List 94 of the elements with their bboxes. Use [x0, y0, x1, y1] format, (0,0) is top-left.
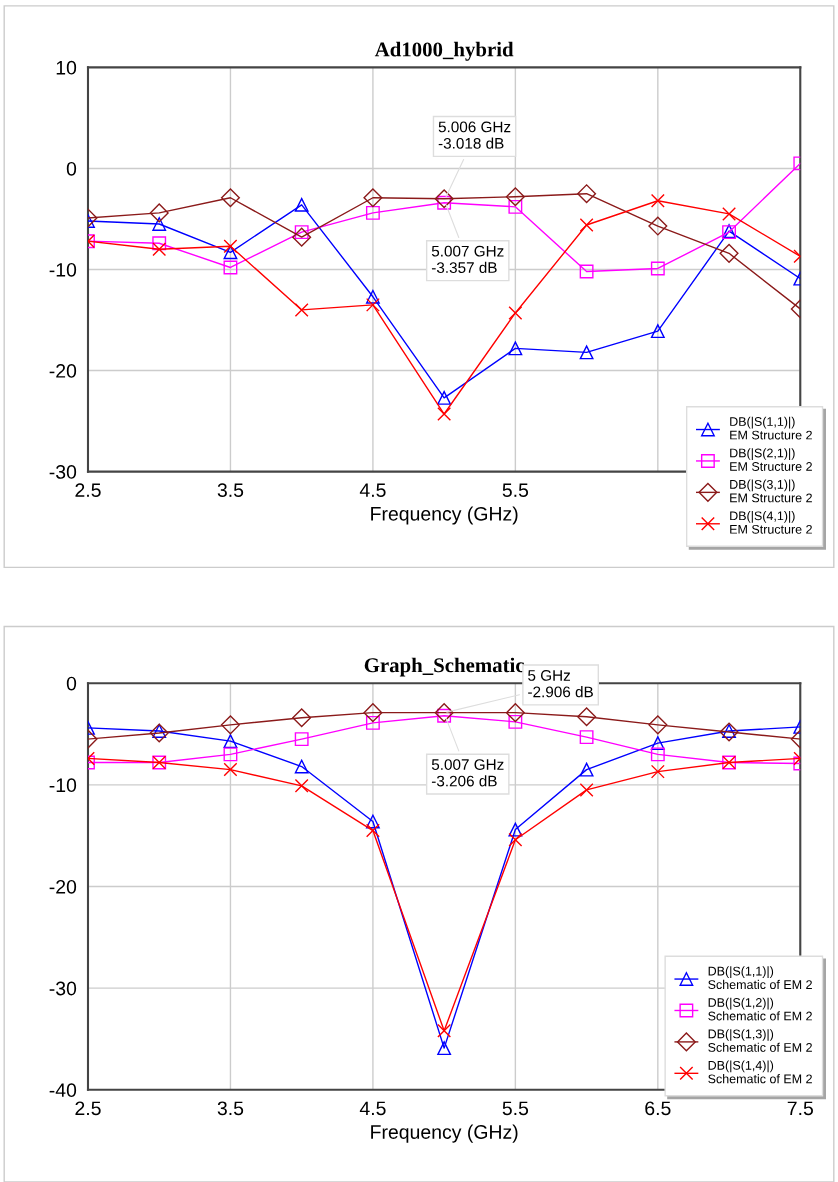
x-tick-label: 4.5 [359, 1101, 386, 1116]
point [579, 730, 594, 745]
x-tick-label: 7.5 [787, 1101, 813, 1116]
legend-label: DB(|S(2,1)|) EM Structure 2 [730, 448, 812, 471]
legend-label: DB(|S(4,1)|) EM Structure 2 [730, 511, 812, 534]
point [508, 714, 523, 729]
point [223, 245, 238, 260]
legend-label: DB(|S(3,1)|) EM Structure 2 [730, 479, 812, 503]
point [152, 217, 167, 231]
point [365, 823, 380, 838]
x-tick-label: 5.5 [502, 1101, 529, 1116]
y-tick-label: -20 [49, 879, 77, 894]
legend-label: DB(|S(1,1)|) EM Structure 2 [730, 416, 812, 440]
x-tick-label: 4.5 [359, 483, 386, 498]
point [223, 762, 238, 777]
point [292, 227, 312, 247]
x-tick-label: 3.5 [217, 1101, 244, 1116]
point [292, 708, 312, 728]
point [223, 747, 238, 762]
point [577, 707, 597, 727]
point [648, 715, 668, 735]
annotation: 5.006 GHz -3.018 dB [438, 121, 511, 149]
point [722, 206, 737, 221]
point [294, 778, 309, 793]
point [719, 243, 739, 263]
chart-title: Ad1000_hybrid [374, 41, 514, 61]
point [650, 261, 665, 276]
legend-label: DB(|S(1,3)|) Schematic of EM 2 [708, 1029, 812, 1052]
point [508, 832, 523, 847]
point [365, 715, 380, 730]
point [650, 764, 665, 779]
point [437, 407, 452, 421]
x-axis-title: Frequency (GHz) [371, 506, 518, 525]
point [505, 703, 525, 723]
point [650, 736, 665, 751]
point [505, 187, 525, 207]
point [294, 197, 309, 212]
point [508, 306, 523, 320]
point [223, 260, 238, 275]
point [434, 703, 454, 723]
y-tick-label: -40 [49, 1083, 77, 1098]
point [365, 205, 380, 220]
point [223, 239, 238, 254]
y-tick-label: -20 [49, 364, 77, 378]
point [648, 216, 668, 236]
point [220, 715, 240, 735]
y-tick-label: -30 [49, 981, 77, 996]
x-tick-label: 5.5 [502, 483, 529, 498]
point [365, 289, 380, 304]
legend-label: DB(|S(1,1)|) Schematic of EM 2 [708, 966, 812, 990]
point [365, 814, 380, 829]
chart-title: Graph_Schematic [364, 657, 525, 677]
x-tick-label: 2.5 [75, 1101, 101, 1116]
y-tick-label: 10 [56, 60, 77, 75]
point [294, 302, 309, 317]
point [579, 218, 594, 232]
point [650, 324, 665, 339]
point [363, 703, 383, 723]
point [579, 762, 594, 777]
annotation: 5.007 GHz -3.206 dB [431, 759, 504, 787]
annotation: 5.007 GHz -3.357 dB [431, 245, 504, 274]
point [294, 759, 309, 774]
point [365, 297, 380, 312]
y-tick-label: -30 [49, 465, 77, 479]
point [149, 723, 169, 743]
x-tick-label: 2.5 [75, 483, 101, 498]
point [508, 199, 523, 214]
point [437, 1023, 452, 1038]
x-tick-label: 3.5 [217, 483, 244, 498]
point [294, 732, 309, 747]
point [650, 747, 665, 762]
point [579, 264, 594, 279]
y-tick-label: -10 [49, 778, 77, 793]
point [508, 822, 523, 837]
legend-label: DB(|S(1,4)|) Schematic of EM 2 [708, 1060, 812, 1084]
point [650, 193, 665, 208]
point [437, 390, 452, 405]
point [579, 782, 594, 797]
y-tick-label: -10 [49, 262, 77, 277]
point [152, 242, 167, 257]
legend-label: DB(|S(1,2)|) Schematic of EM 2 [708, 997, 812, 1021]
x-tick-label: 6.5 [645, 1101, 671, 1116]
point [577, 184, 597, 204]
point [579, 345, 594, 360]
point [434, 189, 454, 209]
point [220, 188, 240, 208]
point [363, 188, 383, 208]
point [508, 341, 523, 356]
x-axis-title: Frequency (GHz) [371, 1124, 518, 1143]
y-tick-label: 0 [66, 676, 77, 691]
y-tick-label: 0 [66, 161, 77, 176]
point [437, 1041, 452, 1056]
point [149, 203, 169, 223]
annotation: 5 GHz -2.906 dB [528, 670, 593, 698]
